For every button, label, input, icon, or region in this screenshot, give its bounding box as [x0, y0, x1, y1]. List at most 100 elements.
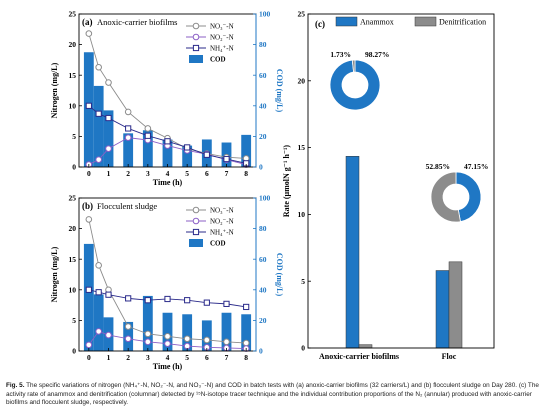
cod-bar	[241, 134, 252, 167]
series-line	[88, 289, 247, 308]
y2-tick-label: 20	[259, 132, 267, 141]
data-point	[144, 132, 151, 139]
panel-title: Anoxic-carrier biofilms	[97, 17, 177, 27]
data-point	[124, 134, 132, 141]
figure-caption: Fig. 5. The specific variations of nitro…	[6, 382, 550, 408]
cod-bar	[201, 320, 212, 351]
y-tick-label: 10	[298, 210, 306, 219]
y-tick-label: 20	[298, 76, 306, 85]
legend-label: Denitrification	[439, 18, 486, 27]
x-tick-label: 8	[244, 353, 248, 362]
x-tick-label: 3	[146, 169, 150, 178]
panel-c: Anoxic-carrier biofilms Floc 0 5 10 15 20 25 Rat…	[282, 10, 495, 361]
donut-slice	[455, 171, 482, 223]
data-point	[144, 297, 151, 304]
cod-bar	[162, 312, 173, 351]
y-tick-label: 10	[69, 101, 77, 110]
cod-bar	[241, 314, 252, 351]
data-point	[95, 63, 102, 71]
x-tick-label: 5	[185, 353, 189, 362]
legend-label: NO₃⁻-N	[210, 207, 234, 215]
x-axis-label: Time (h)	[153, 178, 183, 187]
legend-label: Anammox	[360, 18, 394, 27]
data-point	[144, 330, 152, 338]
category-label: Anoxic-carrier biofilms	[319, 352, 399, 361]
cod-bar	[123, 133, 134, 167]
legend-label: NH₄⁺-N	[210, 229, 234, 237]
legend-swatch	[189, 239, 203, 247]
x-tick-label: 1	[107, 169, 111, 178]
data-point	[164, 333, 171, 340]
panel-label: (c)	[315, 19, 325, 29]
x-tick-label: 4	[166, 169, 170, 178]
data-point	[164, 340, 171, 347]
data-point	[184, 144, 191, 151]
cod-bar	[142, 130, 153, 167]
x-tick-label: 3	[146, 353, 150, 362]
data-point	[85, 30, 93, 37]
data-point	[164, 295, 171, 303]
cod-bar	[93, 85, 104, 167]
data-point	[203, 151, 210, 158]
x-tick-label: 7	[225, 353, 229, 362]
plot-frame	[307, 13, 495, 349]
data-point	[223, 300, 230, 307]
y-tick-label: 20	[69, 40, 77, 49]
y2-tick-label: 0	[259, 347, 263, 356]
data-point	[105, 291, 112, 298]
cod-bar	[142, 295, 153, 351]
category-label: Floc	[442, 352, 457, 361]
rate-bar	[358, 344, 373, 349]
data-point	[203, 299, 210, 306]
y2-tick-label: 40	[259, 101, 267, 110]
data-point	[184, 297, 191, 304]
x-tick-label: 5	[185, 169, 189, 178]
legend-swatch	[414, 16, 437, 27]
y2-tick-label: 80	[259, 224, 267, 233]
data-point	[105, 331, 112, 339]
y-tick-label: 5	[72, 132, 76, 141]
data-point	[95, 289, 102, 296]
y-tick-label: 15	[69, 255, 77, 264]
y2-tick-label: 0	[259, 163, 263, 172]
legend-marker	[192, 217, 200, 225]
x-tick-label: 6	[205, 169, 209, 178]
panel-title: Flocculent sludge	[97, 201, 157, 211]
y-axis-label: Nitrogen (mg/L)	[50, 246, 59, 302]
y-tick-label: 20	[69, 224, 77, 233]
x-tick-label: 1	[107, 353, 111, 362]
panel-label: (b)	[82, 201, 93, 211]
data-point	[144, 125, 152, 132]
data-point	[95, 328, 102, 335]
panel-a: 0 5 10 15 20 25 0 20 40 60 80 100 0 1 2 3 4 5 6 7 8 Time (h) N…	[50, 10, 284, 187]
data-point	[124, 323, 132, 330]
data-point	[242, 339, 250, 347]
cod-bar	[83, 243, 94, 351]
y-tick-label: 15	[298, 143, 306, 152]
cod-bar	[221, 312, 232, 351]
legend-marker	[192, 33, 200, 41]
data-point	[125, 125, 132, 132]
y-tick-label: 5	[301, 277, 305, 286]
legend-label: NO₂⁻-N	[210, 34, 234, 42]
y2-tick-label: 80	[259, 40, 267, 49]
legend-marker	[192, 206, 200, 214]
series-line	[88, 330, 247, 350]
y-tick-label: 15	[69, 71, 77, 80]
y2-axis-label: COD (mg/L)	[275, 253, 284, 297]
legend-label: NO₂⁻-N	[210, 218, 234, 226]
data-point	[125, 295, 132, 302]
y-tick-label: 0	[72, 347, 76, 356]
y-tick-label: 10	[69, 285, 77, 294]
y2-tick-label: 40	[259, 285, 267, 294]
y2-tick-label: 100	[259, 194, 271, 203]
y-tick-label: 25	[69, 194, 77, 203]
data-point	[85, 216, 93, 223]
y-tick-label: 25	[69, 10, 77, 19]
x-tick-label: 0	[87, 169, 91, 178]
data-point	[164, 138, 171, 145]
donut-slice	[351, 59, 356, 73]
rate-bar	[345, 156, 360, 349]
panel-b: 0 5 10 15 20 25 0 20 40 60 80 100 0 1 2 3 4 5 6 7 8 Time (h) N…	[50, 194, 284, 371]
rate-bar	[448, 261, 463, 349]
